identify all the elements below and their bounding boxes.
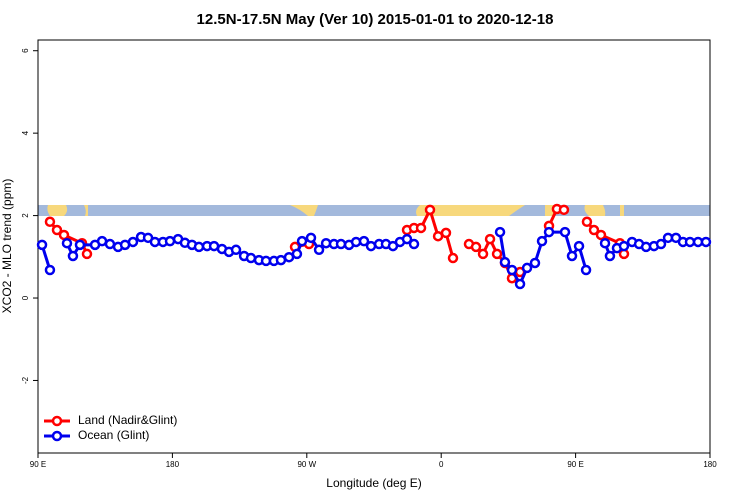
point bbox=[193, 241, 205, 253]
point bbox=[67, 250, 79, 262]
point bbox=[581, 216, 593, 228]
point bbox=[296, 235, 308, 247]
point bbox=[245, 252, 257, 264]
land-patch bbox=[47, 205, 68, 216]
point bbox=[599, 237, 611, 249]
point bbox=[275, 254, 287, 266]
land-patch bbox=[620, 205, 624, 216]
point bbox=[543, 226, 555, 238]
point bbox=[580, 264, 592, 276]
point bbox=[529, 257, 541, 269]
point bbox=[484, 233, 496, 245]
x-tick-label: 180 bbox=[703, 460, 717, 469]
map-strip bbox=[38, 205, 710, 216]
x-tick-label: 0 bbox=[439, 460, 444, 469]
point bbox=[335, 238, 347, 250]
legend-marker bbox=[51, 415, 63, 427]
point bbox=[365, 240, 377, 252]
point bbox=[588, 224, 600, 236]
point bbox=[499, 256, 511, 268]
legend-marker bbox=[51, 430, 63, 442]
point bbox=[491, 248, 503, 260]
y-tick-label: 0 bbox=[21, 295, 30, 300]
point bbox=[230, 244, 242, 256]
point bbox=[470, 241, 482, 253]
point bbox=[521, 262, 533, 274]
land-patch bbox=[584, 205, 606, 216]
ocean-strip bbox=[38, 205, 710, 216]
point bbox=[408, 238, 420, 250]
point bbox=[291, 248, 303, 260]
point bbox=[566, 250, 578, 262]
point bbox=[684, 236, 696, 248]
point bbox=[104, 238, 116, 250]
chart-title: 12.5N-17.5N May (Ver 10) 2015-01-01 to 2… bbox=[197, 11, 554, 28]
point bbox=[655, 238, 667, 250]
point bbox=[313, 244, 325, 256]
point bbox=[514, 278, 526, 290]
point bbox=[506, 264, 518, 276]
y-axis-label: XCO2 - MLO trend (ppm) bbox=[0, 179, 14, 314]
point bbox=[447, 252, 459, 264]
point bbox=[74, 239, 86, 251]
y-tick-label: 6 bbox=[21, 48, 30, 53]
legend-label: Land (Nadir&Glint) bbox=[78, 413, 177, 427]
point bbox=[559, 226, 571, 238]
x-tick-label: 90 W bbox=[297, 460, 316, 469]
point bbox=[81, 248, 93, 260]
point bbox=[305, 232, 317, 244]
point bbox=[477, 248, 489, 260]
land-patch bbox=[290, 205, 318, 216]
point bbox=[44, 216, 56, 228]
point bbox=[358, 235, 370, 247]
point bbox=[700, 236, 712, 248]
point bbox=[58, 229, 70, 241]
y-tick-label: 2 bbox=[21, 213, 30, 218]
point bbox=[36, 239, 48, 251]
x-axis-label: Longitude (deg E) bbox=[326, 476, 421, 490]
point bbox=[604, 250, 616, 262]
x-tick-label: 180 bbox=[166, 460, 180, 469]
y-tick-label: -2 bbox=[21, 376, 30, 384]
y-tick-label: 4 bbox=[21, 130, 30, 135]
series bbox=[36, 226, 712, 290]
point bbox=[164, 235, 176, 247]
point bbox=[149, 236, 161, 248]
land-patch bbox=[84, 205, 88, 216]
point bbox=[424, 204, 436, 216]
x-tick-label: 90 E bbox=[567, 460, 583, 469]
point bbox=[44, 264, 56, 276]
point bbox=[536, 235, 548, 247]
point bbox=[558, 204, 570, 216]
point bbox=[415, 222, 427, 234]
point bbox=[61, 237, 73, 249]
point bbox=[573, 240, 585, 252]
legend: Land (Nadir&Glint)Ocean (Glint) bbox=[44, 413, 177, 442]
legend-label: Ocean (Glint) bbox=[78, 428, 149, 442]
point bbox=[494, 226, 506, 238]
point bbox=[440, 227, 452, 239]
x-tick-label: 90 E bbox=[30, 460, 46, 469]
point bbox=[51, 224, 63, 236]
point bbox=[401, 233, 413, 245]
point bbox=[618, 240, 630, 252]
land-patch bbox=[416, 205, 525, 216]
point bbox=[127, 236, 139, 248]
point bbox=[595, 229, 607, 241]
